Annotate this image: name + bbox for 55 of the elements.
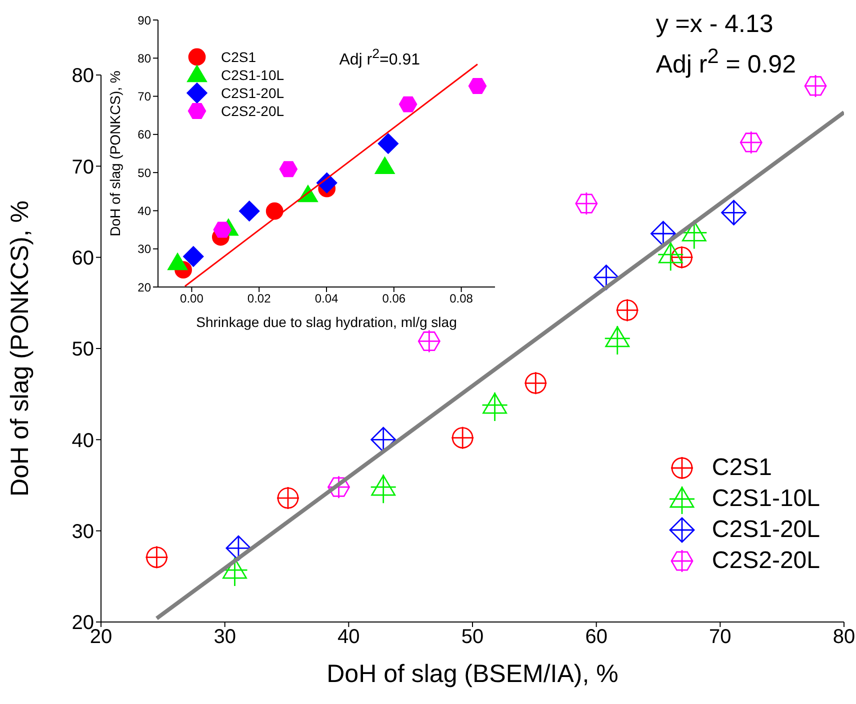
annotation: Adj r$^{2}$ = 0.92: [656, 44, 796, 81]
legend-label: C2S1-10L: [221, 67, 284, 83]
point: [183, 246, 204, 267]
point: [378, 133, 398, 154]
x-tick-label: 0.06: [382, 292, 406, 306]
point: [371, 474, 396, 496]
point: [682, 220, 706, 242]
legend-label: C2S1: [221, 49, 256, 65]
text: y =x - 4.13: [656, 9, 774, 40]
x-tick-label: 0.00: [180, 292, 204, 306]
legend-label: C2S1-10L: [712, 484, 820, 512]
x-tick-label: 0.02: [247, 292, 272, 306]
x-tick-label: 40: [338, 626, 360, 648]
y-tick-label: 70: [138, 90, 152, 104]
point: [168, 253, 188, 270]
y-tick-label: 30: [138, 242, 152, 256]
y-tick-label: 80: [72, 65, 94, 88]
point: [213, 222, 232, 238]
x-tick-label: 80: [832, 626, 856, 648]
x-tick-label: 0.08: [450, 292, 474, 306]
x-tick-label: 70: [709, 626, 732, 648]
point: [605, 326, 630, 348]
point: [374, 156, 395, 174]
x-tick-label: 60: [585, 626, 608, 648]
legend-label: C2S1: [712, 454, 772, 482]
y-tick-label: 70: [72, 156, 94, 178]
point: [279, 161, 298, 178]
point: [468, 78, 487, 94]
x-tick-label: 50: [461, 626, 484, 648]
x-tick-label: 0.04: [314, 292, 338, 306]
legend-label: C2S2-20L: [221, 103, 284, 119]
y-tick-label: 60: [72, 247, 94, 270]
x-tick-label: 30: [214, 626, 236, 648]
y-tick-label: 40: [138, 204, 152, 218]
y-tick-label: 90: [138, 13, 152, 28]
legend-label: C2S1-20L: [712, 516, 820, 544]
y-axis-title: DoH of slag (PONKCS), %: [107, 70, 123, 236]
y-tick-label: 30: [72, 520, 94, 543]
annotation: Adj r$^{2}$=0.91: [339, 45, 420, 70]
y-tick-label: 50: [72, 338, 94, 361]
point: [658, 242, 683, 264]
point: [239, 200, 260, 222]
y-tick-label: 80: [138, 51, 152, 66]
y-tick-label: 40: [72, 430, 94, 452]
point: [482, 392, 507, 414]
y-tick-label: 60: [138, 128, 152, 142]
legend-label: C2S2-20L: [712, 546, 820, 574]
x-axis-title: Shrinkage due to slag hydration, ml/g slag: [196, 314, 457, 330]
point: [398, 96, 418, 112]
y-tick-label: 20: [138, 280, 152, 294]
y-tick-label: 50: [138, 166, 152, 180]
legend-label: C2S1-20L: [221, 85, 284, 101]
y-axis-title: DoH of slag (PONKCS), %: [6, 200, 34, 496]
x-axis-title: DoH of slag (BSEM/IA), %: [326, 660, 618, 688]
point: [266, 202, 284, 220]
